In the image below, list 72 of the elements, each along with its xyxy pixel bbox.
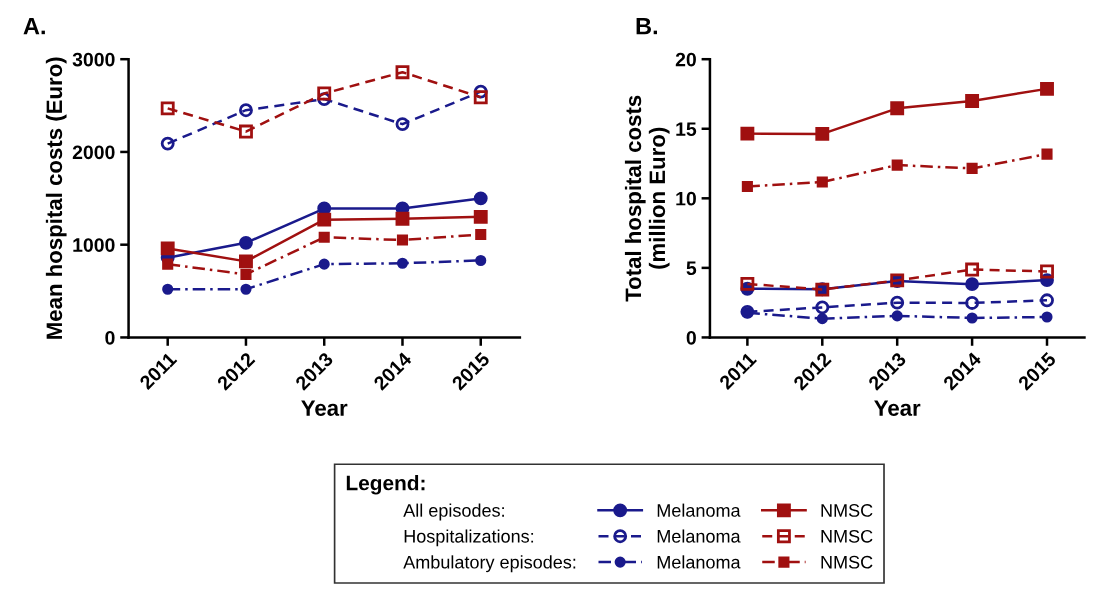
point <box>473 209 488 224</box>
legend-label: NMSC <box>821 529 873 543</box>
point <box>239 124 253 139</box>
x-axis-title: Year <box>874 400 921 416</box>
point <box>1040 264 1054 279</box>
point <box>890 101 905 116</box>
point <box>160 101 175 116</box>
point <box>239 103 253 118</box>
point <box>1040 81 1054 96</box>
y-tick-label: 0 <box>686 330 696 345</box>
point <box>965 93 980 108</box>
y-axis-title: Total hospital costs (million Euro) <box>624 95 670 302</box>
point <box>740 276 755 291</box>
point <box>890 295 905 310</box>
legend-label: Melanoma <box>657 555 741 569</box>
text: Hospitalizations: <box>404 529 534 547</box>
legend-title: Legend: <box>346 475 425 495</box>
point <box>160 241 175 256</box>
point <box>1040 293 1054 308</box>
chart-title: B. <box>636 17 658 35</box>
point <box>1041 311 1053 323</box>
point <box>475 228 487 241</box>
point <box>162 258 174 270</box>
point <box>318 258 330 270</box>
y-tick-label: 15 <box>676 122 697 136</box>
point <box>741 180 753 193</box>
y-tick-label: 1000 <box>73 238 115 252</box>
point <box>395 65 410 80</box>
point <box>395 211 410 226</box>
point <box>966 162 978 174</box>
x-axis-title: Year <box>301 400 348 416</box>
legend-label: NMSC <box>821 555 873 569</box>
chart-title: A. <box>23 17 45 35</box>
point <box>965 262 980 277</box>
point <box>816 313 828 325</box>
y-tick-label: 10 <box>676 191 696 206</box>
point <box>396 234 409 246</box>
y-tick-label: 20 <box>675 52 696 67</box>
y-tick-label: 0 <box>105 330 115 345</box>
point <box>318 231 330 243</box>
point <box>965 295 980 310</box>
point <box>966 312 978 324</box>
legend-label: NMSC <box>821 504 873 517</box>
point <box>815 300 830 315</box>
y-axis-title: Mean hospital costs (Euro) <box>45 57 67 339</box>
text: Ambulatory episodes: <box>403 555 576 573</box>
point <box>240 268 252 280</box>
point <box>891 310 903 322</box>
point <box>815 126 830 141</box>
point <box>473 90 488 105</box>
point <box>160 136 175 151</box>
point <box>396 257 409 269</box>
point <box>475 254 487 267</box>
point <box>816 176 828 188</box>
point <box>317 86 332 101</box>
point <box>162 283 174 295</box>
point <box>239 235 253 250</box>
point <box>891 159 903 171</box>
point <box>240 283 252 295</box>
point <box>1041 148 1053 160</box>
y-tick-label: 5 <box>686 261 697 276</box>
y-tick-label: 3000 <box>72 52 115 67</box>
point <box>239 254 253 269</box>
legend-label: Melanoma <box>657 529 741 543</box>
point <box>317 212 332 227</box>
y-tick-label: 2000 <box>72 145 115 160</box>
point <box>473 191 488 206</box>
point <box>965 277 980 292</box>
text: All episodes: <box>403 503 504 521</box>
point <box>395 117 410 132</box>
legend-label: Melanoma <box>657 503 741 517</box>
point <box>740 126 755 141</box>
